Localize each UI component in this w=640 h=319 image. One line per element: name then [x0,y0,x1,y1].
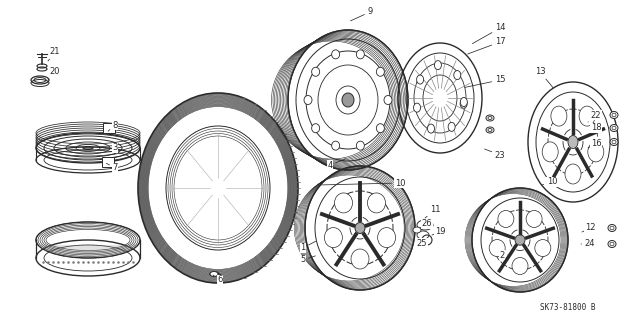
Text: 11: 11 [425,205,440,218]
Text: 14: 14 [472,24,505,44]
Ellipse shape [535,240,551,256]
Ellipse shape [378,227,396,248]
Ellipse shape [312,124,319,133]
Text: 23: 23 [484,149,506,160]
Text: 6: 6 [213,275,223,285]
Ellipse shape [486,127,494,133]
Text: 9: 9 [351,8,372,21]
Ellipse shape [542,142,558,162]
Text: 26: 26 [420,219,432,228]
Text: 25: 25 [417,239,428,248]
Ellipse shape [376,67,385,76]
Text: 13: 13 [534,68,553,88]
Text: 1: 1 [300,241,316,253]
Ellipse shape [324,227,342,248]
Text: 7: 7 [106,163,118,173]
Text: 19: 19 [432,227,445,236]
Ellipse shape [417,231,429,239]
FancyBboxPatch shape [103,123,115,133]
Ellipse shape [304,95,312,105]
FancyBboxPatch shape [102,157,114,167]
Text: 17: 17 [468,38,506,54]
Ellipse shape [83,146,93,150]
Text: 18: 18 [588,123,602,135]
Ellipse shape [355,222,365,234]
Ellipse shape [417,220,433,230]
Ellipse shape [448,122,455,131]
Ellipse shape [608,225,616,232]
Text: 24: 24 [581,240,595,249]
Ellipse shape [312,67,319,76]
Ellipse shape [417,75,424,84]
Text: 16: 16 [588,138,602,148]
Ellipse shape [332,50,340,59]
Ellipse shape [335,193,353,213]
Text: 15: 15 [465,76,505,87]
Ellipse shape [526,211,542,227]
Text: 3: 3 [105,144,118,152]
Ellipse shape [356,141,364,150]
Ellipse shape [568,136,578,149]
Ellipse shape [428,124,435,133]
Ellipse shape [608,241,616,248]
Ellipse shape [413,103,420,112]
Ellipse shape [376,124,385,133]
Ellipse shape [565,164,581,184]
Ellipse shape [489,240,505,256]
Ellipse shape [610,112,618,118]
Text: 4: 4 [328,159,346,169]
Ellipse shape [610,124,618,131]
Ellipse shape [356,50,364,59]
Ellipse shape [551,106,567,126]
Ellipse shape [486,115,494,121]
Text: SK73-81800 B: SK73-81800 B [540,303,595,313]
Text: 10: 10 [542,177,557,187]
Ellipse shape [342,93,354,107]
Text: 10: 10 [321,179,405,188]
Ellipse shape [588,142,604,162]
Ellipse shape [384,95,392,105]
Ellipse shape [498,211,514,227]
Text: 21: 21 [48,48,60,61]
Ellipse shape [435,61,442,70]
Text: 20: 20 [48,68,60,80]
Ellipse shape [579,106,595,126]
Text: 22: 22 [588,110,601,122]
Ellipse shape [413,227,421,233]
Ellipse shape [367,193,385,213]
Ellipse shape [610,138,618,145]
Ellipse shape [351,249,369,269]
Ellipse shape [460,99,467,108]
Ellipse shape [515,235,525,245]
Ellipse shape [210,271,218,277]
Ellipse shape [512,257,528,275]
Text: 2: 2 [499,250,510,259]
Ellipse shape [332,141,340,150]
Ellipse shape [454,70,461,79]
Ellipse shape [460,98,467,107]
Text: 8: 8 [108,121,118,131]
Text: 5: 5 [300,256,316,264]
Text: 12: 12 [582,224,595,233]
